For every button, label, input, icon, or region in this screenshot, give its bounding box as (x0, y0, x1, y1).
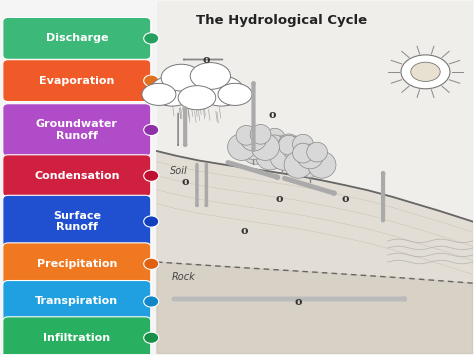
Ellipse shape (168, 69, 226, 106)
FancyBboxPatch shape (157, 1, 473, 354)
Circle shape (144, 170, 159, 181)
FancyBboxPatch shape (3, 104, 151, 156)
FancyBboxPatch shape (3, 195, 151, 248)
Ellipse shape (279, 143, 308, 170)
Text: o: o (269, 109, 276, 120)
FancyBboxPatch shape (3, 17, 151, 59)
Text: Precipitation: Precipitation (36, 259, 117, 269)
Ellipse shape (178, 86, 216, 110)
Text: o: o (182, 175, 189, 186)
FancyBboxPatch shape (3, 60, 151, 102)
Text: Discharge: Discharge (46, 33, 108, 43)
FancyBboxPatch shape (3, 243, 151, 285)
Ellipse shape (264, 128, 285, 148)
Ellipse shape (242, 137, 270, 164)
Text: Groundwater
Runoff: Groundwater Runoff (36, 119, 118, 141)
Text: Infiltration: Infiltration (43, 333, 110, 343)
Text: Transpiration: Transpiration (35, 296, 118, 306)
Circle shape (144, 124, 159, 136)
FancyBboxPatch shape (3, 280, 151, 322)
Ellipse shape (265, 137, 298, 169)
Ellipse shape (292, 143, 313, 163)
Circle shape (144, 332, 159, 343)
Ellipse shape (251, 133, 279, 160)
Ellipse shape (307, 142, 328, 162)
Text: Condensation: Condensation (34, 171, 119, 181)
Ellipse shape (250, 125, 271, 144)
Ellipse shape (297, 144, 323, 169)
Polygon shape (157, 151, 473, 354)
Ellipse shape (269, 136, 295, 160)
Text: o: o (342, 193, 349, 204)
Ellipse shape (278, 134, 299, 154)
Circle shape (144, 75, 159, 86)
Text: Surface
Runoff: Surface Runoff (53, 211, 101, 232)
Ellipse shape (401, 55, 450, 89)
Ellipse shape (150, 76, 195, 106)
Ellipse shape (142, 83, 176, 105)
Ellipse shape (270, 143, 298, 170)
Text: The Hydrological Cycle: The Hydrological Cycle (196, 14, 367, 27)
Ellipse shape (284, 152, 312, 178)
Polygon shape (157, 262, 473, 354)
Ellipse shape (161, 64, 201, 91)
Ellipse shape (199, 76, 244, 106)
Text: o: o (240, 225, 248, 236)
Text: o: o (276, 193, 283, 204)
Ellipse shape (255, 130, 281, 155)
Circle shape (144, 258, 159, 269)
Ellipse shape (228, 133, 256, 160)
Text: Soil: Soil (170, 166, 188, 176)
Ellipse shape (293, 143, 322, 170)
Circle shape (144, 33, 159, 44)
Ellipse shape (278, 135, 299, 155)
Ellipse shape (237, 128, 270, 159)
Circle shape (144, 296, 159, 307)
FancyBboxPatch shape (3, 155, 151, 197)
Ellipse shape (265, 137, 293, 164)
Ellipse shape (190, 62, 230, 89)
Text: o: o (294, 296, 302, 307)
Circle shape (144, 216, 159, 227)
Ellipse shape (283, 136, 309, 161)
Ellipse shape (264, 135, 285, 155)
Text: Evaporation: Evaporation (39, 76, 115, 86)
Ellipse shape (293, 146, 327, 178)
Ellipse shape (236, 125, 257, 145)
Ellipse shape (308, 152, 336, 178)
FancyBboxPatch shape (3, 317, 151, 355)
Ellipse shape (218, 83, 252, 105)
Text: Rock: Rock (172, 272, 196, 282)
Ellipse shape (411, 62, 440, 81)
Ellipse shape (256, 143, 284, 170)
Ellipse shape (251, 132, 284, 163)
Ellipse shape (240, 126, 267, 151)
Ellipse shape (292, 134, 313, 154)
Text: o: o (202, 54, 210, 65)
Ellipse shape (250, 129, 271, 149)
Ellipse shape (279, 138, 312, 169)
